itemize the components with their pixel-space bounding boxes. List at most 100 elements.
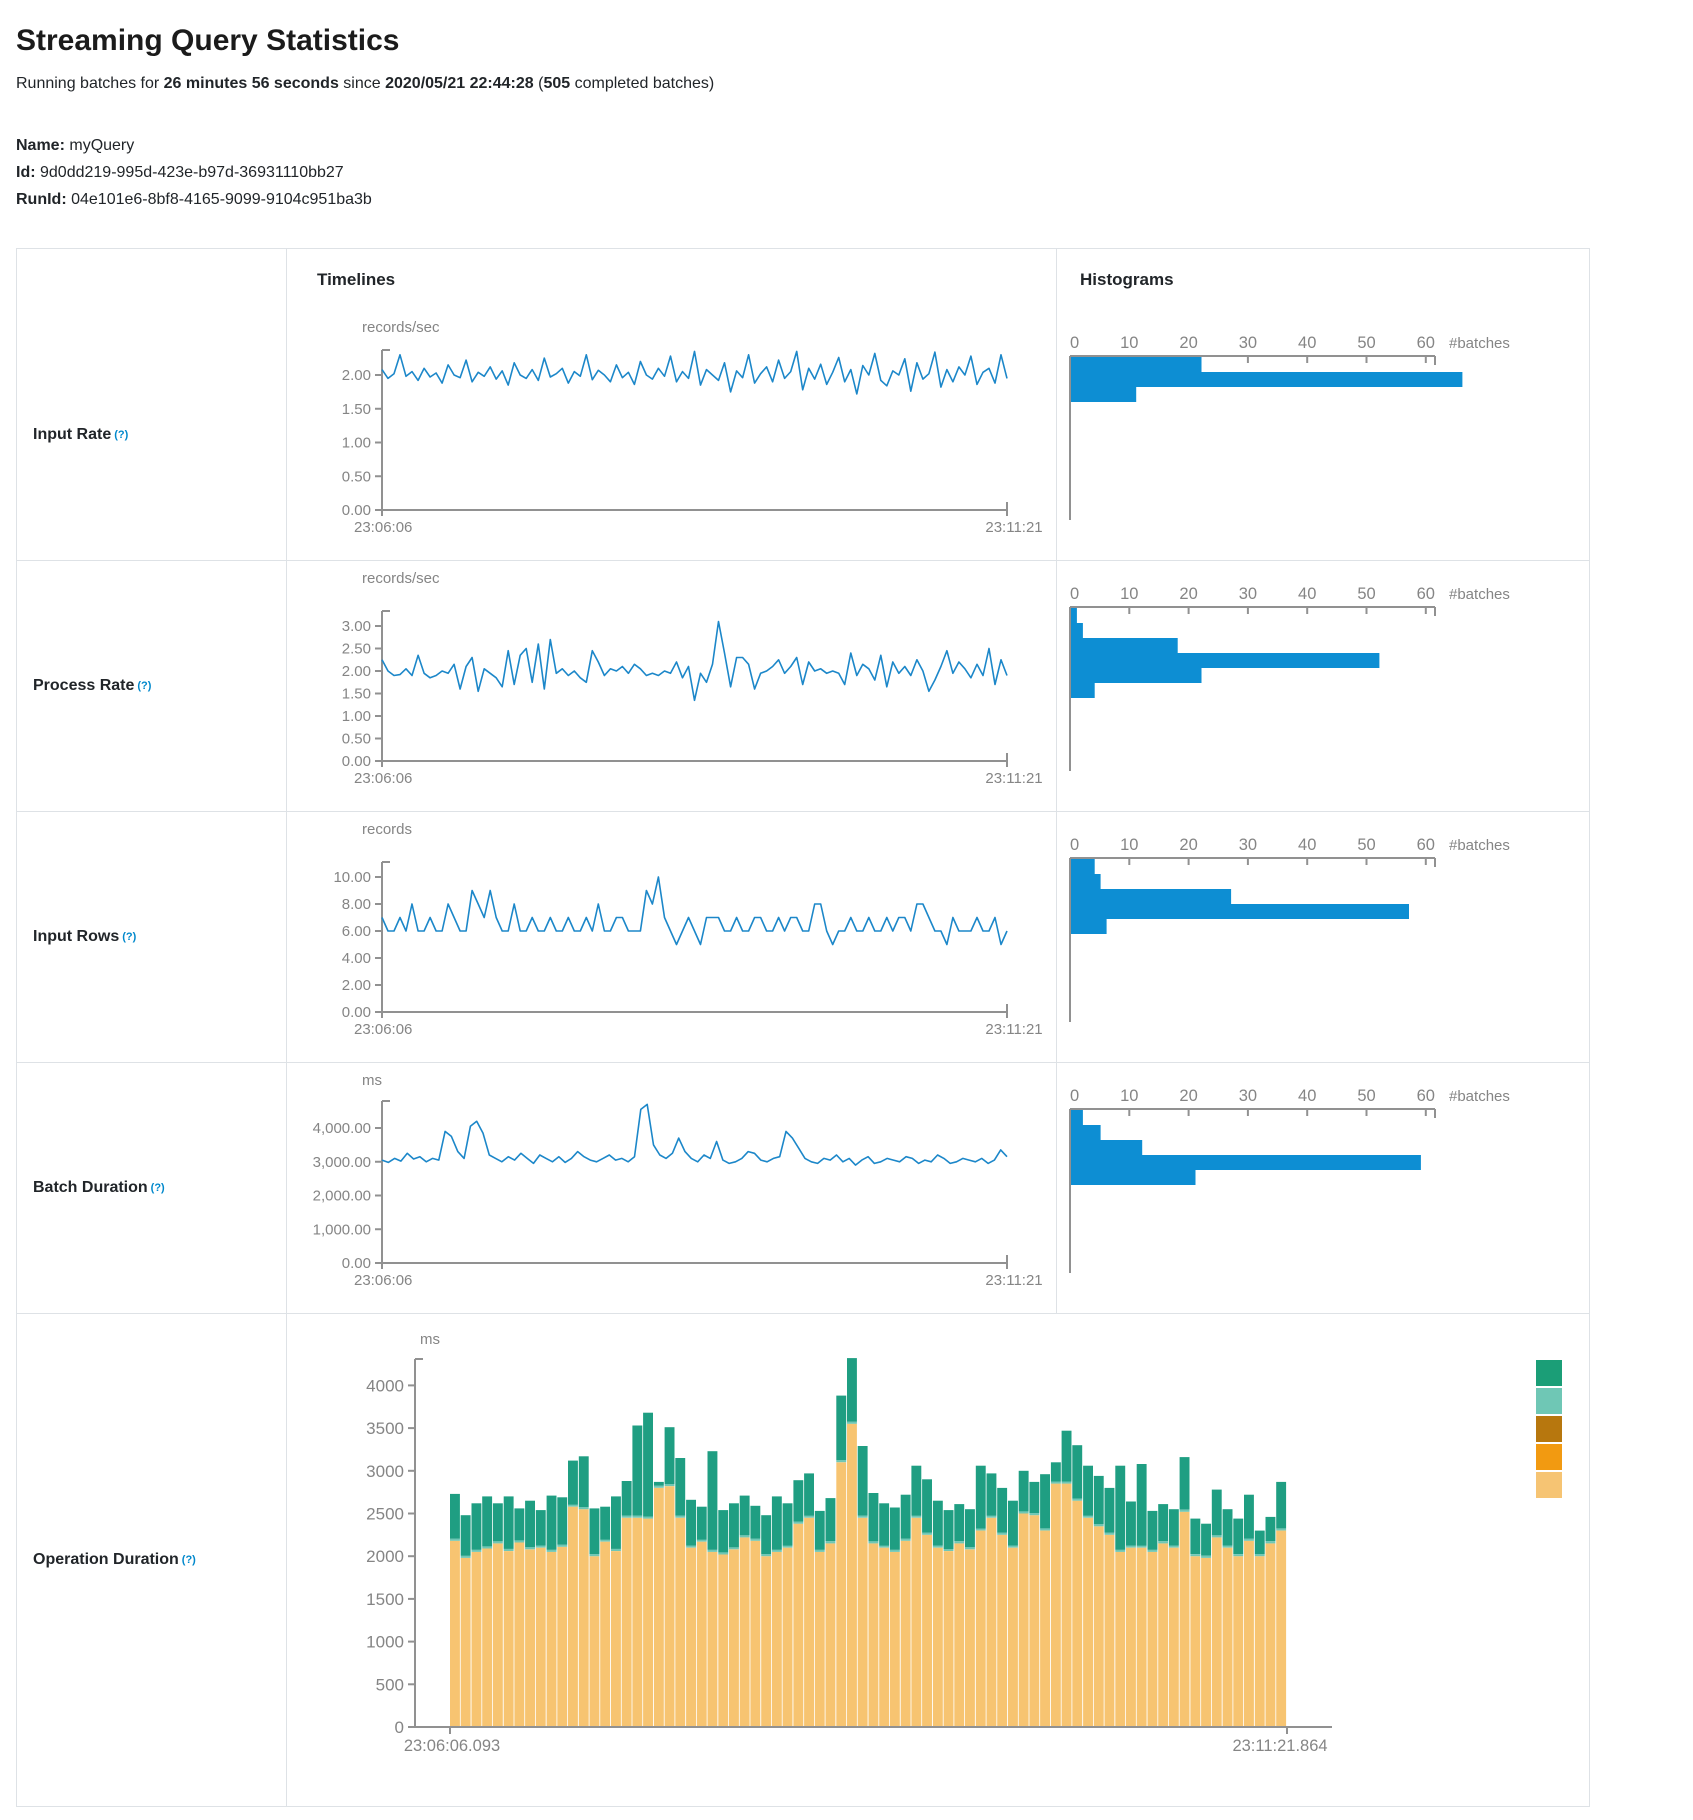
svg-text:10: 10 (1120, 585, 1138, 603)
svg-text:1.50: 1.50 (342, 401, 371, 418)
svg-text:0: 0 (1070, 585, 1079, 603)
svg-text:23:11:21: 23:11:21 (985, 1272, 1042, 1289)
svg-text:8.00: 8.00 (342, 896, 371, 913)
svg-text:2,000.00: 2,000.00 (313, 1188, 371, 1205)
svg-text:2.00: 2.00 (342, 367, 371, 384)
run-summary-mid: since (338, 75, 386, 92)
query-name-line: Name: myQuery (16, 132, 1590, 159)
svg-text:23:11:21.864: 23:11:21.864 (1232, 1737, 1327, 1755)
svg-text:500: 500 (376, 1675, 404, 1694)
svg-text:0.00: 0.00 (342, 1004, 371, 1021)
svg-text:30: 30 (1239, 836, 1257, 854)
help-icon-input-rate[interactable]: (?) (114, 429, 129, 441)
query-id-label: Id: (16, 164, 36, 181)
help-icon-batch-duration[interactable]: (?) (150, 1182, 165, 1194)
svg-text:40: 40 (1298, 1087, 1316, 1105)
help-icon-operation-duration[interactable]: (?) (181, 1554, 196, 1566)
svg-text:3000: 3000 (366, 1462, 404, 1481)
svg-text:4.00: 4.00 (342, 950, 371, 967)
svg-text:60: 60 (1417, 585, 1435, 603)
svg-text:0.00: 0.00 (342, 1255, 371, 1272)
svg-text:23:11:21: 23:11:21 (985, 1021, 1042, 1038)
svg-text:60: 60 (1417, 836, 1435, 854)
svg-text:#batches: #batches (1449, 1088, 1510, 1105)
svg-text:2.00: 2.00 (342, 663, 371, 680)
metric-label-cell-input-rate: Input Rate (?) (17, 310, 286, 560)
histogram-chart-batch-duration: 0 10 20 30 40 50 60 #batches (1069, 1087, 1510, 1273)
timeline-chart-process-rate: records/sec3.002.502.001.501.000.500.002… (342, 570, 1043, 787)
svg-text:40: 40 (1298, 334, 1316, 352)
svg-text:1500: 1500 (366, 1590, 404, 1609)
query-runid-label: RunId: (16, 191, 67, 208)
help-icon-process-rate[interactable]: (?) (137, 680, 152, 692)
query-name-label: Name: (16, 137, 65, 154)
svg-text:4000: 4000 (366, 1376, 404, 1395)
svg-text:2500: 2500 (366, 1505, 404, 1524)
histogram-cell-batch-duration: 0 10 20 30 40 50 60 #batches (1056, 1063, 1589, 1313)
run-duration: 26 minutes 56 seconds (163, 75, 339, 92)
svg-text:40: 40 (1298, 836, 1316, 854)
svg-text:20: 20 (1179, 334, 1197, 352)
svg-text:23:06:06: 23:06:06 (354, 1021, 412, 1038)
svg-text:2.50: 2.50 (342, 641, 371, 658)
svg-text:1.00: 1.00 (342, 708, 371, 725)
svg-text:10: 10 (1120, 836, 1138, 854)
svg-text:20: 20 (1179, 585, 1197, 603)
metric-label-input-rows: Input Rows (33, 928, 120, 945)
timeline-cell-batch-duration: ms 4,000.00 3,000.00 2,000.00 1,000.00 0.00 23… (286, 1063, 1056, 1313)
metric-label-batch-duration: Batch Duration (33, 1179, 148, 1196)
help-icon-input-rows[interactable]: (?) (122, 931, 137, 943)
svg-text:30: 30 (1239, 585, 1257, 603)
run-summary-paren: ( (533, 75, 544, 92)
svg-text:records/sec: records/sec (362, 570, 440, 587)
timeline-chart-input-rows: records 10.00 8.00 6.00 4.00 2.00 0.0023:06:06… (333, 821, 1042, 1038)
stats-row-batch-duration: Batch Duration (?) ms 4,000.00 3,000.00 2,000… (17, 1062, 1589, 1313)
legend-swatch-4 (1536, 1472, 1562, 1498)
timeline-chart-batch-duration: ms4,000.003,000.002,000.001,000.000.0023… (313, 1072, 1043, 1289)
legend-swatch-1 (1536, 1388, 1562, 1414)
histogram-cell-process-rate: 0 10 20 30 40 50 60 #batches (1056, 561, 1589, 811)
svg-text:0: 0 (395, 1718, 404, 1737)
svg-text:30: 30 (1239, 334, 1257, 352)
svg-text:23:11:21: 23:11:21 (985, 519, 1042, 536)
svg-text:10: 10 (1120, 1087, 1138, 1105)
svg-text:2.00: 2.00 (342, 977, 371, 994)
page-title: Streaming Query Statistics (16, 24, 400, 57)
metric-label-cell-batch-duration: Batch Duration (?) (17, 1063, 286, 1313)
timeline-cell-input-rows: records 10.00 8.00 6.00 4.00 2.00 0.00 23:06:06… (286, 812, 1056, 1062)
svg-text:4,000.00: 4,000.00 (313, 1120, 371, 1137)
svg-text:3500: 3500 (366, 1419, 404, 1438)
metric-label-cell-input-rows: Input Rows (?) (17, 812, 286, 1062)
metric-label-process-rate: Process Rate (33, 677, 135, 694)
svg-text:1.50: 1.50 (342, 686, 371, 703)
svg-text:20: 20 (1179, 1087, 1197, 1105)
legend-swatch-0 (1536, 1360, 1562, 1386)
svg-text:10.00: 10.00 (333, 869, 371, 886)
svg-text:#batches: #batches (1449, 586, 1510, 603)
stats-table-header: Timelines Histograms (17, 249, 1589, 310)
svg-text:23:06:06: 23:06:06 (354, 770, 412, 787)
stats-row-process-rate: Process Rate (?) records/sec 3.00 2.50 2.00 1.… (17, 560, 1589, 811)
timeline-cell-input-rate: records/sec 2.00 1.50 1.00 0.50 0.00 23:06:06 2… (286, 310, 1056, 560)
svg-text:0.00: 0.00 (342, 502, 371, 519)
svg-text:1000: 1000 (366, 1633, 404, 1652)
legend-swatch-2 (1536, 1416, 1562, 1442)
svg-text:ms: ms (362, 1072, 382, 1089)
operation-duration-chart: ms 4000 3500 3000 2500 2000 1500 1000 500 023:06:… (366, 1331, 1562, 1755)
histogram-cell-input-rate: 0 10 20 30 40 50 60 #batches (1056, 310, 1589, 560)
query-id-value: 9d0dd219-995d-423e-b97d-36931110bb27 (40, 164, 344, 181)
svg-text:1.00: 1.00 (342, 435, 371, 452)
svg-text:23:06:06: 23:06:06 (354, 1272, 412, 1289)
timeline-cell-process-rate: records/sec 3.00 2.50 2.00 1.50 1.00 0.50 0.00 2… (286, 561, 1056, 811)
svg-text:3,000.00: 3,000.00 (313, 1154, 371, 1171)
completed-batches-count: 505 (543, 75, 571, 92)
svg-text:60: 60 (1417, 334, 1435, 352)
metric-label-operation-duration: Operation Duration (33, 1551, 179, 1568)
run-start-time: 2020/05/21 22:44:28 (385, 75, 534, 92)
svg-text:ms: ms (420, 1331, 440, 1348)
query-id-line: Id: 9d0dd219-995d-423e-b97d-36931110bb27 (16, 159, 1590, 186)
svg-text:1,000.00: 1,000.00 (313, 1221, 371, 1238)
histogram-cell-input-rows: 0 10 20 30 40 50 60 #batches (1056, 812, 1589, 1062)
histogram-chart-input-rate: 0 10 20 30 40 50 60 #batches (1069, 334, 1510, 520)
